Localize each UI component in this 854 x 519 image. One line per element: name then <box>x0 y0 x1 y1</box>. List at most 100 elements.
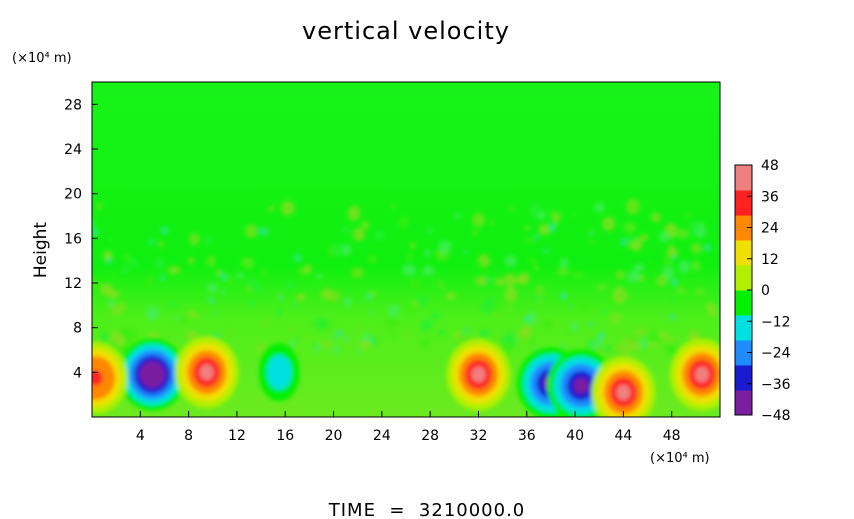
turbulence-patch <box>345 339 350 346</box>
x-tick-label: 44 <box>614 428 632 444</box>
colorbar: 48 36 24 12 0 −12 −24 −36 −48 <box>734 158 791 424</box>
turbulence-patch <box>670 298 676 303</box>
turbulence-patch <box>519 272 530 285</box>
turbulence-patch <box>398 216 409 229</box>
x-tick-label: 16 <box>276 428 294 444</box>
x-tick-label: 36 <box>518 428 536 444</box>
turbulence-patch <box>367 255 378 264</box>
turbulence-patch <box>420 337 431 348</box>
turbulence-patch <box>316 317 327 331</box>
turbulence-patch <box>489 219 495 226</box>
colorbar-tick-label: −36 <box>761 377 791 393</box>
turbulence-patch <box>280 200 295 216</box>
turbulence-patch <box>205 295 211 299</box>
y-axis-label: Height <box>31 222 51 279</box>
turbulence-patch <box>622 336 637 349</box>
turbulence-patch <box>524 236 536 244</box>
turbulence-patch <box>295 337 300 341</box>
x-tick-label: 28 <box>421 428 439 444</box>
turbulence-patch <box>347 344 355 351</box>
turbulence-patch <box>174 316 178 320</box>
turbulence-patch <box>424 249 431 257</box>
turbulence-patch <box>651 212 661 223</box>
colorbar-tick-label: 36 <box>761 189 779 205</box>
turbulence-patch <box>691 242 702 254</box>
turbulence-patch <box>529 202 542 216</box>
turbulence-patch <box>703 244 712 252</box>
turbulence-patch <box>315 273 323 279</box>
turbulence-patch <box>534 248 539 252</box>
turbulence-patch <box>347 205 361 222</box>
turbulence-patch <box>117 301 127 313</box>
turbulence-patch <box>417 294 427 306</box>
turbulence-patch <box>282 315 289 320</box>
turbulence-patch <box>615 270 626 279</box>
turbulence-patch <box>374 229 385 241</box>
turbulence-patch <box>293 253 302 262</box>
turbulence-patch <box>386 317 398 328</box>
turbulence-patch <box>235 272 245 279</box>
turbulence-patch <box>219 272 227 280</box>
turbulence-patch <box>411 300 420 307</box>
turbulence-patch <box>351 267 364 278</box>
turbulence-patch <box>92 228 99 236</box>
turbulence-patch <box>370 309 375 315</box>
turbulence-patch <box>294 303 298 308</box>
turbulence-patch <box>107 299 116 307</box>
turbulence-patch <box>359 340 372 349</box>
turbulence-patch <box>295 293 306 302</box>
updraft-cell <box>92 369 103 386</box>
turbulence-patch <box>341 244 352 256</box>
x-tick-label: 48 <box>663 428 681 444</box>
turbulence-patch <box>486 297 496 306</box>
turbulence-patch <box>669 313 676 320</box>
turbulence-patch <box>303 264 313 273</box>
turbulence-patch <box>180 315 189 322</box>
colorbar-segment <box>735 315 752 341</box>
turbulence-patch <box>316 294 321 299</box>
turbulence-patch <box>524 225 530 230</box>
turbulence-patch <box>92 220 96 226</box>
turbulence-patch <box>341 226 352 235</box>
turbulence-patch <box>279 295 284 300</box>
turbulence-patch <box>119 327 129 337</box>
y-tick-label: 4 <box>73 365 82 381</box>
turbulence-patch <box>210 283 218 293</box>
turbulence-patch <box>220 289 226 295</box>
turbulence-patch <box>370 338 374 342</box>
turbulence-patch <box>311 320 318 327</box>
turbulence-patch <box>122 253 131 262</box>
plot-frame <box>91 81 721 418</box>
turbulence-patch <box>224 276 234 286</box>
plot-area <box>92 82 720 417</box>
turbulence-patch <box>571 270 585 280</box>
turbulence-patch <box>543 248 549 254</box>
turbulence-patch <box>437 280 443 285</box>
turbulence-patch <box>594 345 606 355</box>
turbulence-patch <box>241 257 255 269</box>
turbulence-patch <box>159 275 166 282</box>
x-axis: 4 8 12 16 20 24 28 32 36 40 44 48 <box>136 411 681 444</box>
turbulence-patch <box>663 335 674 343</box>
turbulence-patch <box>534 265 539 271</box>
turbulence-patch <box>400 328 412 342</box>
turbulence-patch <box>406 252 415 262</box>
turbulence-patch <box>648 260 653 265</box>
turbulence-patch <box>649 342 659 348</box>
colorbar-segment <box>735 165 752 191</box>
turbulence-patch <box>352 228 365 242</box>
turbulence-patch <box>567 329 573 334</box>
turbulence-patch <box>440 285 445 289</box>
turbulence-patch <box>438 329 446 336</box>
turbulence-patch <box>260 227 269 236</box>
turbulence-patch <box>612 286 627 304</box>
turbulence-patch <box>388 304 400 318</box>
colorbar-segment <box>735 340 752 366</box>
y-tick-label: 24 <box>64 142 82 158</box>
turbulence-patch <box>121 265 130 275</box>
turbulence-patch <box>343 336 348 341</box>
downdraft-cell <box>573 377 589 394</box>
turbulence-patch <box>694 287 706 296</box>
turbulence-patch <box>603 309 610 314</box>
turbulence-patch <box>626 271 641 283</box>
